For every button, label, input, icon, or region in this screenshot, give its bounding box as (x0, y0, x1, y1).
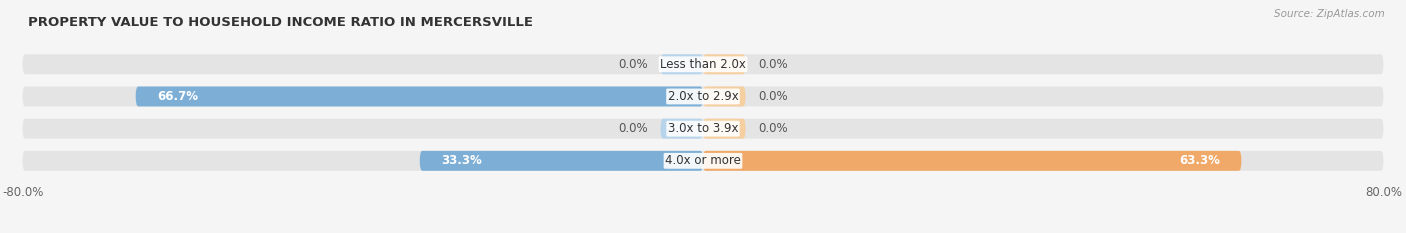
Text: 2.0x to 2.9x: 2.0x to 2.9x (668, 90, 738, 103)
FancyBboxPatch shape (22, 86, 1384, 106)
FancyBboxPatch shape (136, 86, 703, 106)
Text: Less than 2.0x: Less than 2.0x (659, 58, 747, 71)
Text: 33.3%: 33.3% (441, 154, 482, 167)
Text: 63.3%: 63.3% (1180, 154, 1220, 167)
FancyBboxPatch shape (420, 151, 703, 171)
Text: 0.0%: 0.0% (619, 58, 648, 71)
Text: 0.0%: 0.0% (619, 122, 648, 135)
FancyBboxPatch shape (661, 119, 703, 139)
Text: 3.0x to 3.9x: 3.0x to 3.9x (668, 122, 738, 135)
Text: 66.7%: 66.7% (157, 90, 198, 103)
FancyBboxPatch shape (703, 86, 745, 106)
Text: 0.0%: 0.0% (758, 90, 787, 103)
FancyBboxPatch shape (22, 119, 1384, 139)
Text: 0.0%: 0.0% (758, 58, 787, 71)
Text: 0.0%: 0.0% (758, 122, 787, 135)
FancyBboxPatch shape (22, 151, 1384, 171)
Text: 4.0x or more: 4.0x or more (665, 154, 741, 167)
FancyBboxPatch shape (703, 119, 745, 139)
FancyBboxPatch shape (661, 54, 703, 74)
Text: Source: ZipAtlas.com: Source: ZipAtlas.com (1274, 9, 1385, 19)
FancyBboxPatch shape (703, 54, 745, 74)
FancyBboxPatch shape (703, 151, 1241, 171)
Text: PROPERTY VALUE TO HOUSEHOLD INCOME RATIO IN MERCERSVILLE: PROPERTY VALUE TO HOUSEHOLD INCOME RATIO… (28, 16, 533, 29)
FancyBboxPatch shape (22, 54, 1384, 74)
